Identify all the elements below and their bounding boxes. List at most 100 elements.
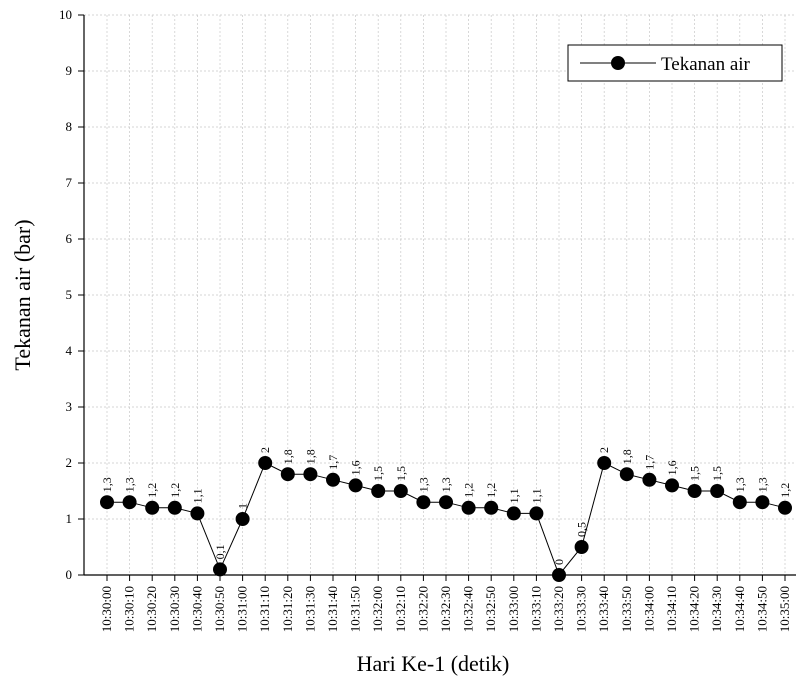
x-tick-label: 10:33:30 (574, 586, 589, 632)
data-label: 0,1 (213, 544, 227, 559)
x-tick-label: 10:34:50 (754, 586, 769, 632)
y-tick-label: 1 (66, 511, 73, 526)
data-point (687, 484, 702, 498)
data-label: 1,7 (326, 455, 340, 470)
x-tick-label: 10:33:00 (506, 586, 521, 632)
data-label: 1,3 (123, 477, 137, 492)
data-point (213, 562, 227, 577)
y-tick-label: 6 (66, 231, 73, 246)
x-tick-label: 10:32:20 (415, 586, 430, 632)
y-tick-label: 0 (66, 567, 73, 582)
data-label: 1,1 (529, 488, 543, 503)
data-point (710, 484, 725, 498)
data-point (755, 495, 770, 510)
data-point (122, 495, 137, 510)
data-label: 1,5 (688, 466, 702, 481)
data-point (619, 467, 634, 482)
x-tick-label: 10:33:20 (551, 586, 566, 632)
data-point (258, 456, 273, 470)
x-tick-label: 10:31:40 (325, 586, 340, 632)
data-label: 1,2 (145, 483, 159, 498)
data-point (348, 478, 363, 493)
data-point (100, 495, 114, 510)
x-tick-label: 10:33:50 (619, 586, 634, 632)
y-tick-label: 5 (66, 287, 73, 302)
data-point (303, 467, 318, 482)
data-point (484, 500, 499, 515)
data-point (506, 506, 521, 521)
data-label: 1,1 (190, 488, 204, 503)
data-label: 2 (597, 447, 611, 453)
data-point (190, 506, 205, 521)
y-tick-label: 8 (66, 119, 73, 134)
x-tick-label: 10:31:50 (348, 586, 363, 632)
x-tick-label: 10:30:20 (144, 586, 159, 632)
data-label: 1,6 (349, 460, 363, 475)
y-tick-label: 10 (59, 7, 72, 22)
data-labels: 1,3 1,3 1,2 1,2 1,1 0,1 1 2 1,8 1,8 1,7 1,6 1,5 1,5 1,… (100, 447, 792, 565)
x-tick-label: 10:31:00 (235, 586, 250, 632)
data-point (597, 456, 612, 470)
x-tick-label: 10:30:00 (99, 586, 114, 632)
x-tick-label: 10:34:10 (664, 586, 679, 632)
x-tick-label: 10:34:20 (687, 586, 702, 632)
data-point (642, 472, 657, 487)
series-tekanan-air (100, 456, 792, 582)
data-label: 1,5 (394, 466, 408, 481)
legend-marker (611, 56, 625, 70)
data-label: 1,2 (778, 483, 792, 498)
data-point (552, 568, 566, 582)
data-label: 1,2 (168, 483, 182, 498)
x-axis-title: Hari Ke-1 (detik) (357, 651, 510, 676)
data-label: 0 (552, 559, 566, 565)
x-tick-label: 10:34:00 (641, 586, 656, 632)
data-label: 1,8 (303, 449, 317, 464)
data-point (280, 467, 295, 482)
data-point (371, 484, 386, 498)
data-point (145, 500, 160, 515)
data-label: 1,3 (755, 477, 769, 492)
y-tick-label: 7 (66, 175, 73, 190)
data-label: 0,5 (575, 522, 589, 537)
x-tick-label: 10:31:30 (302, 586, 317, 632)
data-label: 1,6 (665, 460, 679, 475)
x-tick-label: 10:33:10 (528, 586, 543, 632)
data-label: 1,3 (733, 477, 747, 492)
data-point (778, 500, 792, 515)
data-point (461, 500, 476, 515)
legend-entry-tekanan-air: Tekanan air (661, 54, 751, 75)
x-tick-label: 10:31:20 (280, 586, 295, 632)
x-tick-label: 10:32:30 (438, 586, 453, 632)
data-point (416, 495, 431, 510)
x-tick-label: 10:35:00 (777, 586, 792, 632)
x-tick-label: 10:34:30 (709, 586, 724, 632)
y-tick-label: 2 (66, 455, 73, 470)
y-tick-label: 3 (66, 399, 73, 414)
y-tick-label: 9 (66, 63, 73, 78)
y-axis-title: Tekanan air (bar) (10, 219, 35, 370)
y-tick-label: 4 (66, 343, 73, 358)
x-tick-label: 10:32:00 (370, 586, 385, 632)
legend: Tekanan air (567, 44, 783, 82)
data-point (439, 495, 453, 510)
data-label: 1 (236, 503, 250, 509)
grid (84, 14, 796, 575)
data-label: 1,8 (620, 449, 634, 464)
data-label: 1,7 (642, 455, 656, 470)
x-tick-label: 10:30:40 (189, 586, 204, 632)
data-label: 2 (258, 447, 272, 453)
x-tick-label: 10:32:10 (393, 586, 408, 632)
data-label: 1,5 (710, 466, 724, 481)
data-label: 1,3 (100, 477, 114, 492)
data-label: 1,2 (462, 483, 476, 498)
x-tick-label: 10:30:10 (122, 586, 137, 632)
x-tick-label: 10:30:30 (167, 586, 182, 632)
x-tick-label: 10:32:40 (461, 586, 476, 632)
data-label: 1,8 (281, 449, 295, 464)
x-tick-label: 10:33:40 (596, 586, 611, 632)
data-point (393, 484, 408, 498)
data-point (167, 500, 182, 515)
x-tick-label: 10:30:50 (212, 586, 227, 632)
